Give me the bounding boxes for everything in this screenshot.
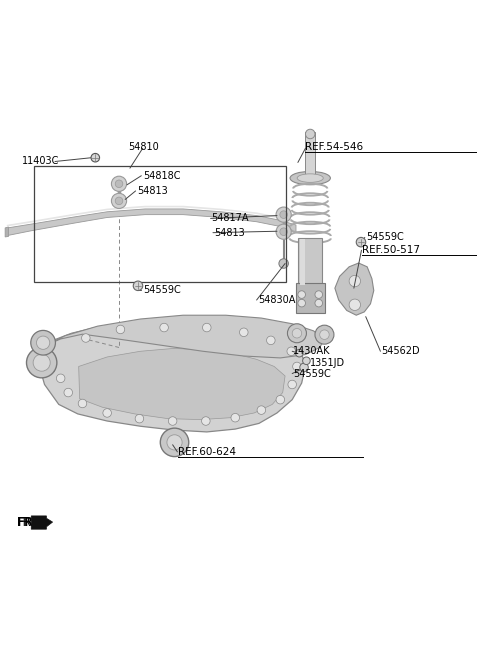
Circle shape [296,350,303,357]
Circle shape [202,417,210,425]
Circle shape [111,193,127,208]
Circle shape [82,334,90,342]
Circle shape [31,330,56,355]
Circle shape [298,291,305,298]
Circle shape [91,154,99,162]
Circle shape [266,336,275,345]
Circle shape [36,336,50,350]
Text: FR.: FR. [17,516,35,529]
Bar [34,166,287,282]
Circle shape [257,406,265,415]
Circle shape [111,176,127,191]
Polygon shape [79,348,285,420]
Text: 54559C: 54559C [366,233,404,242]
Circle shape [349,275,360,286]
Polygon shape [43,315,324,358]
Text: FR.: FR. [17,516,39,529]
Text: 54562D: 54562D [382,346,420,356]
Polygon shape [335,263,374,315]
Text: 54559C: 54559C [293,369,331,378]
Circle shape [276,224,291,239]
Circle shape [279,259,288,268]
Circle shape [293,362,301,371]
Circle shape [292,328,301,338]
Circle shape [280,211,288,218]
Circle shape [135,415,144,423]
Circle shape [349,299,360,311]
Bar [299,238,322,286]
Circle shape [300,363,308,372]
Text: REF.54-546: REF.54-546 [305,143,363,152]
Circle shape [298,300,305,307]
Circle shape [231,413,240,422]
Polygon shape [35,324,305,432]
Bar [296,283,325,313]
Circle shape [160,323,168,332]
Text: 54813: 54813 [137,186,168,196]
Circle shape [288,380,297,389]
Circle shape [203,323,211,332]
Text: 54559C: 54559C [143,284,180,294]
Circle shape [103,409,111,417]
Ellipse shape [297,174,323,183]
Circle shape [315,291,323,298]
Circle shape [56,374,65,382]
Polygon shape [30,356,54,371]
Text: 54813: 54813 [214,228,245,238]
Circle shape [160,428,189,457]
Circle shape [168,417,177,425]
Circle shape [133,281,143,290]
Bar [300,239,305,285]
Text: REF.60-624: REF.60-624 [179,447,236,457]
Circle shape [305,129,315,139]
Circle shape [356,237,366,247]
Text: 54830A: 54830A [258,295,295,305]
Circle shape [78,399,87,408]
Circle shape [33,354,50,371]
Text: 11403C: 11403C [22,156,59,166]
Polygon shape [31,516,53,529]
Circle shape [320,330,329,340]
Circle shape [315,300,323,307]
Circle shape [116,325,125,334]
Text: 54818C: 54818C [143,171,180,181]
Text: 1351JD: 1351JD [310,357,345,368]
Circle shape [115,180,123,188]
Bar [305,131,315,174]
Text: REF.50-517: REF.50-517 [362,245,420,255]
Text: 54810: 54810 [129,143,159,152]
Circle shape [64,388,72,397]
Circle shape [167,435,182,450]
Text: 54817A: 54817A [212,214,249,223]
Circle shape [287,347,296,355]
Circle shape [240,328,248,336]
Circle shape [115,197,123,205]
Text: 1430AK: 1430AK [293,346,331,356]
Circle shape [288,324,306,343]
Circle shape [302,357,310,365]
Circle shape [276,207,291,222]
Circle shape [315,325,334,344]
Ellipse shape [290,171,330,185]
Polygon shape [5,227,9,237]
Circle shape [26,348,57,378]
Circle shape [276,396,285,404]
Circle shape [280,228,288,235]
Polygon shape [8,209,296,235]
